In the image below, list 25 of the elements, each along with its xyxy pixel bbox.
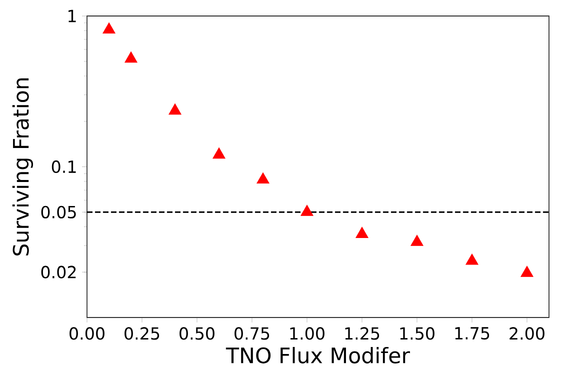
point bbox=[124, 52, 138, 63]
x-tick-label: 0.75 bbox=[234, 327, 270, 340]
y-tick-label: 1 bbox=[68, 10, 76, 22]
x-tick-label: 0.25 bbox=[124, 327, 160, 340]
point bbox=[410, 234, 424, 246]
x-tick-label: 1.00 bbox=[290, 327, 324, 340]
x-tick-label: 2.00 bbox=[510, 327, 544, 340]
y-tick-label: 0.1 bbox=[52, 160, 76, 174]
x-axis-title: TNO Flux Modifer bbox=[226, 346, 410, 364]
point bbox=[520, 266, 534, 277]
point bbox=[168, 104, 182, 115]
point bbox=[466, 254, 478, 265]
x-tick-label: 1.25 bbox=[345, 327, 380, 340]
point bbox=[256, 172, 270, 184]
point bbox=[356, 226, 368, 238]
y-axis-title: Surviving Fration bbox=[12, 78, 34, 256]
point bbox=[102, 22, 116, 34]
y-tick-label: 0.02 bbox=[41, 266, 76, 278]
x-tick-label: 1.75 bbox=[455, 327, 490, 340]
y-tick-label: 0.05 bbox=[41, 206, 76, 218]
x-tick-label: 1.50 bbox=[400, 327, 434, 340]
x-tick-label: 0.50 bbox=[180, 327, 214, 340]
x-tick-label: 0.00 bbox=[70, 327, 104, 340]
point bbox=[300, 204, 314, 216]
point bbox=[212, 148, 226, 159]
